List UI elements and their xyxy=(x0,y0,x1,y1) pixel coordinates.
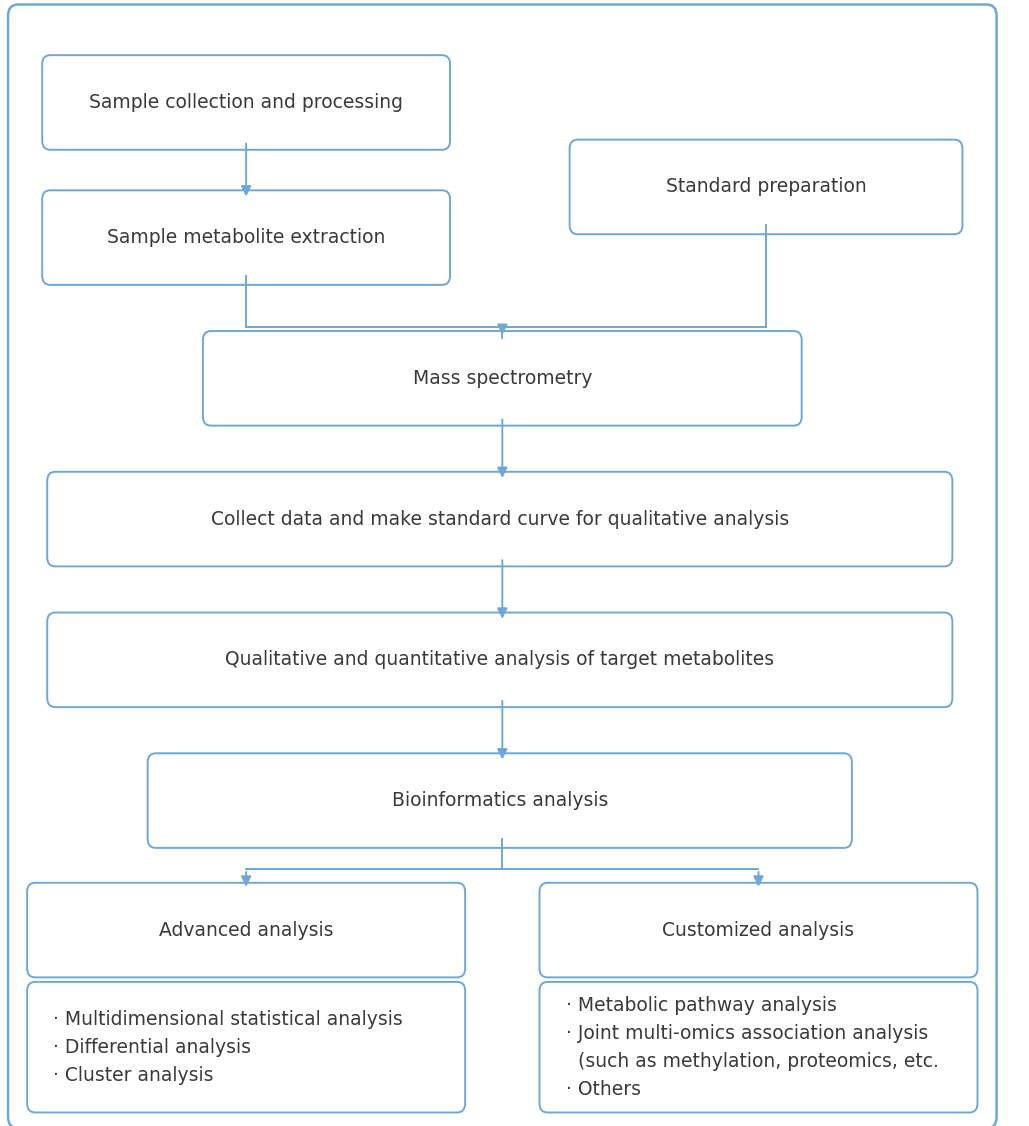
FancyBboxPatch shape xyxy=(47,472,953,566)
Text: Bioinformatics analysis: Bioinformatics analysis xyxy=(392,792,608,810)
Text: · Metabolic pathway analysis
· Joint multi-omics association analysis
  (such as: · Metabolic pathway analysis · Joint mul… xyxy=(566,995,938,1099)
Text: Customized analysis: Customized analysis xyxy=(663,921,854,939)
FancyBboxPatch shape xyxy=(148,753,852,848)
Text: Mass spectrometry: Mass spectrometry xyxy=(413,369,592,387)
FancyBboxPatch shape xyxy=(42,55,450,150)
Text: Collect data and make standard curve for qualitative analysis: Collect data and make standard curve for… xyxy=(211,510,789,528)
Text: Qualitative and quantitative analysis of target metabolites: Qualitative and quantitative analysis of… xyxy=(225,651,775,669)
FancyBboxPatch shape xyxy=(8,5,996,1126)
Text: Sample metabolite extraction: Sample metabolite extraction xyxy=(107,229,385,247)
Text: Sample collection and processing: Sample collection and processing xyxy=(90,93,403,111)
FancyBboxPatch shape xyxy=(42,190,450,285)
FancyBboxPatch shape xyxy=(47,613,953,707)
FancyBboxPatch shape xyxy=(203,331,802,426)
FancyBboxPatch shape xyxy=(27,982,465,1112)
Text: Standard preparation: Standard preparation xyxy=(666,178,866,196)
FancyBboxPatch shape xyxy=(539,883,978,977)
Text: · Multidimensional statistical analysis
· Differential analysis
· Cluster analys: · Multidimensional statistical analysis … xyxy=(54,1010,403,1084)
FancyBboxPatch shape xyxy=(27,883,465,977)
FancyBboxPatch shape xyxy=(570,140,962,234)
Text: Advanced analysis: Advanced analysis xyxy=(158,921,333,939)
FancyBboxPatch shape xyxy=(539,982,978,1112)
